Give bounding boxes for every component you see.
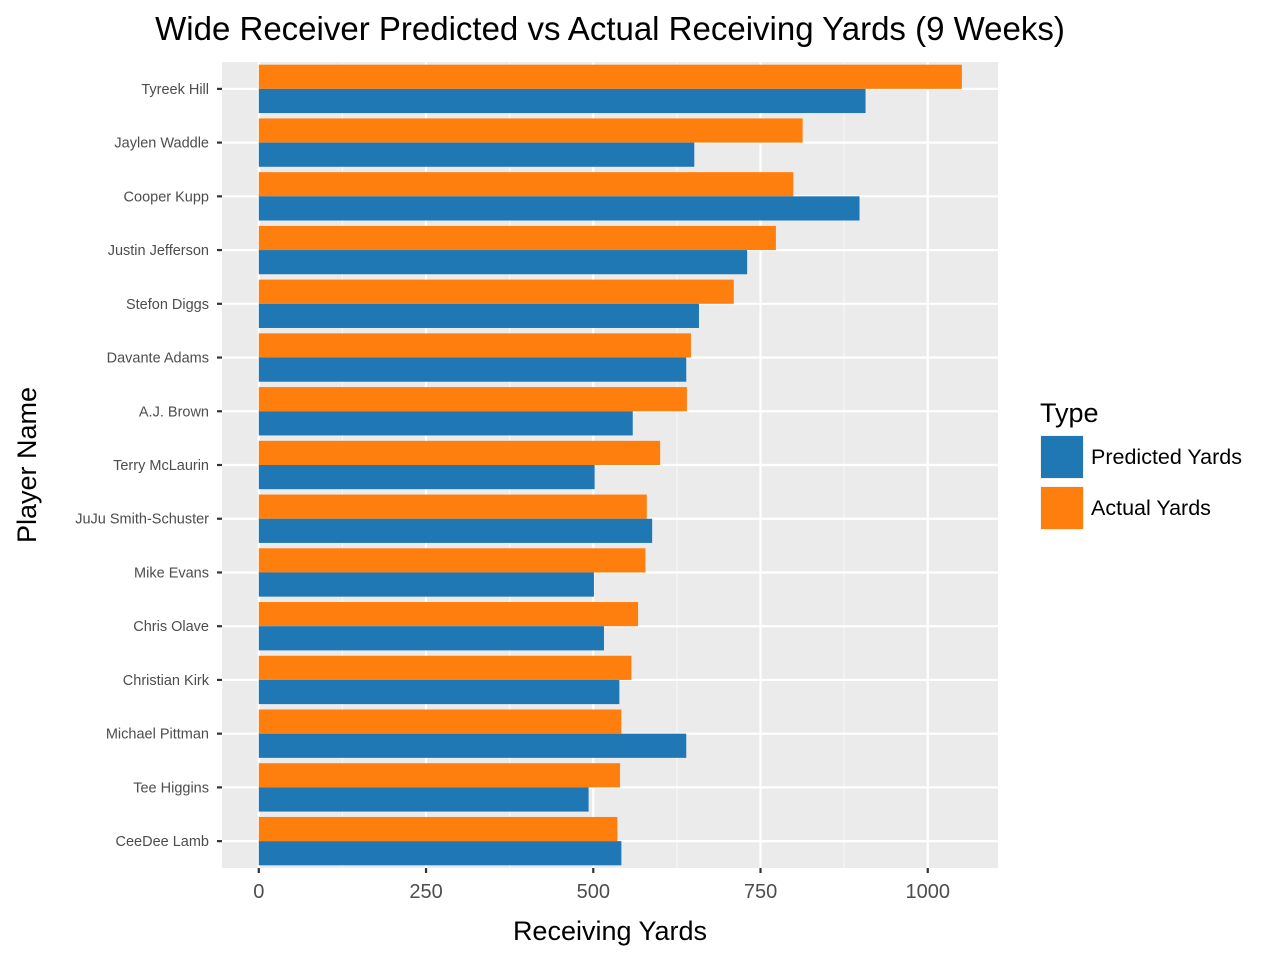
x-tick-label: 500: [577, 881, 610, 903]
y-tick-label: Michael Pittman: [106, 727, 209, 743]
y-tick-label: Chris Olave: [133, 619, 209, 635]
y-tick-label: Tee Higgins: [133, 780, 209, 796]
legend-title: Type: [1040, 398, 1099, 428]
bar-actual-yards: [258, 709, 622, 734]
bar-predicted-yards: [258, 303, 699, 328]
y-tick-label: Jaylen Waddle: [114, 136, 209, 152]
bar-actual-yards: [258, 440, 661, 465]
bar-actual-yards: [258, 225, 776, 251]
bar-predicted-yards: [258, 196, 860, 221]
bar-actual-yards: [258, 655, 632, 680]
bar-predicted-yards: [258, 787, 589, 812]
bar-actual-yards: [258, 763, 621, 788]
bar-actual-yards: [258, 387, 687, 412]
y-tick-label: CeeDee Lamb: [116, 834, 210, 850]
bar-predicted-yards: [258, 518, 653, 543]
bar-actual-yards: [258, 602, 639, 627]
y-tick-label: Davante Adams: [107, 351, 209, 367]
y-tick-label: Cooper Kupp: [124, 189, 209, 205]
bar-predicted-yards: [258, 572, 594, 597]
y-tick-label: A.J. Brown: [139, 404, 209, 420]
x-axis: 0 250 500 750 1000: [253, 868, 950, 903]
bar-predicted-yards: [258, 142, 695, 167]
bar-actual-yards: [258, 64, 962, 89]
y-tick-label: Tyreek Hill: [141, 82, 209, 98]
x-tick-label: 250: [409, 881, 442, 903]
chart-title: Wide Receiver Predicted vs Actual Receiv…: [155, 10, 1065, 47]
legend-label: Predicted Yards: [1091, 445, 1242, 469]
y-tick-label: Justin Jefferson: [108, 243, 209, 259]
y-axis-title: Player Name: [12, 387, 42, 543]
legend-label: Actual Yards: [1091, 496, 1211, 520]
x-tick-label: 1000: [906, 881, 951, 903]
bar-actual-yards: [258, 548, 646, 573]
legend-swatch: [1041, 487, 1083, 529]
bar-actual-yards: [258, 279, 734, 304]
x-tick-label: 750: [744, 881, 777, 903]
y-tick-label: Terry McLaurin: [113, 458, 209, 474]
bar-predicted-yards: [258, 250, 748, 275]
x-tick-label: 0: [253, 881, 264, 903]
bar-actual-yards: [258, 333, 691, 358]
y-tick-label: Stefon Diggs: [126, 297, 209, 313]
bar-predicted-yards: [258, 465, 595, 490]
bar-predicted-yards: [258, 88, 866, 114]
legend-swatch: [1041, 436, 1083, 478]
bar-actual-yards: [258, 172, 794, 197]
y-tick-label: JuJu Smith-Schuster: [75, 512, 209, 528]
y-tick-label: Christian Kirk: [123, 673, 210, 689]
bar-predicted-yards: [258, 411, 633, 436]
bar-predicted-yards: [258, 841, 622, 866]
bar-actual-yards: [258, 816, 618, 842]
legend: Type Predicted Yards Actual Yards: [1040, 398, 1242, 530]
bar-predicted-yards: [258, 679, 620, 705]
bar-actual-yards: [258, 494, 647, 519]
bar-predicted-yards: [258, 626, 604, 651]
bar-actual-yards: [258, 118, 803, 143]
bar-predicted-yards: [258, 733, 687, 758]
x-axis-title: Receiving Yards: [513, 916, 707, 946]
bars: [258, 64, 962, 866]
y-axis: Tyreek Hill Jaylen Waddle Cooper Kupp Justi…: [75, 82, 222, 850]
y-tick-label: Mike Evans: [134, 565, 209, 581]
bar-predicted-yards: [258, 357, 687, 382]
